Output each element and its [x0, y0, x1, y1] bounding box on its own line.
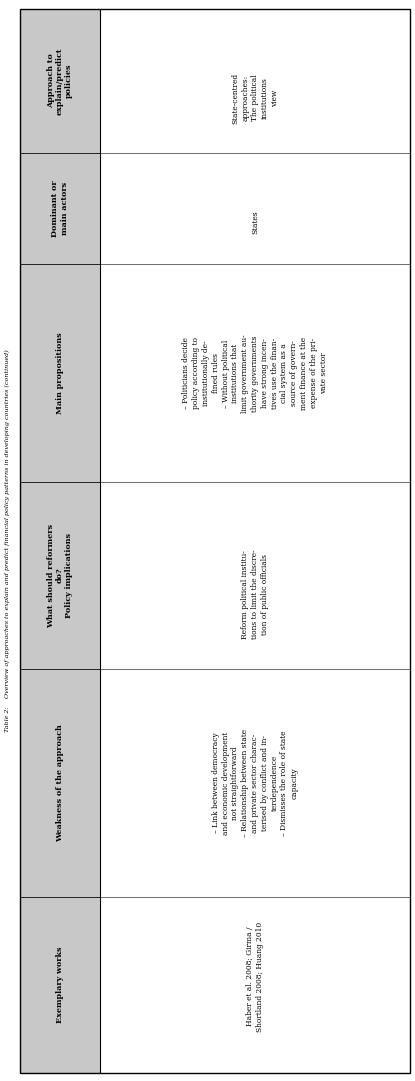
Bar — [20, 669, 100, 897]
Text: Haber et al. 2008; Girma /
Shortland 2008; Huang 2010: Haber et al. 2008; Girma / Shortland 200… — [246, 921, 264, 1031]
Text: States: States — [251, 210, 259, 233]
Bar — [20, 482, 100, 669]
Bar — [20, 152, 100, 265]
Text: – Politicians decide
policy according to
institutionally de-
fined rules
– Witho: – Politicians decide policy according to… — [183, 334, 327, 413]
Text: Weakness of the approach: Weakness of the approach — [56, 724, 64, 842]
Text: What should reformers
do?
Policy implications: What should reformers do? Policy implica… — [47, 523, 73, 628]
Text: – Link between democracy
and economic development
not straightforward
– Relation: – Link between democracy and economic de… — [212, 729, 298, 837]
Text: State-centred
approaches:
The political
institutions
view: State-centred approaches: The political … — [232, 72, 278, 123]
Text: Approach to
explain/predict
policies: Approach to explain/predict policies — [47, 48, 73, 115]
Text: Exemplary works: Exemplary works — [56, 947, 64, 1024]
Bar — [100, 9, 410, 1073]
Text: Reform political institu-
tions to limit the discre-
tion of public officials: Reform political institu- tions to limit… — [241, 549, 269, 639]
Bar — [20, 897, 100, 1073]
Bar — [20, 265, 100, 482]
Text: Main propositions: Main propositions — [56, 333, 64, 414]
Text: Table 2:  Overview of approaches to explain and predict financial policy pattern: Table 2: Overview of approaches to expla… — [5, 349, 10, 732]
Bar — [20, 9, 100, 152]
Text: Dominant or
main actors: Dominant or main actors — [51, 181, 68, 237]
